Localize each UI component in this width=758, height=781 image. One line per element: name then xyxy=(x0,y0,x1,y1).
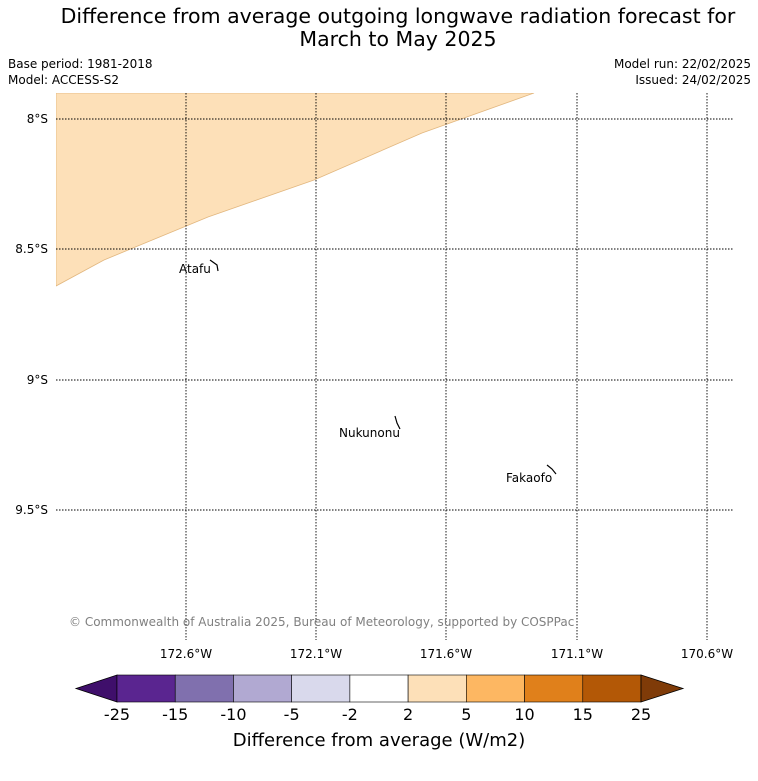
atoll-nukunonu-outline xyxy=(394,415,401,430)
place-label-nukunonu: Nukunonu xyxy=(339,426,400,440)
colorbar-segment xyxy=(349,674,409,703)
base-period: Base period: 1981-2018 xyxy=(8,57,153,71)
lat-label-8s: 8°S xyxy=(26,112,48,126)
map-canvas xyxy=(56,93,733,640)
atoll-fakaofo-outline xyxy=(546,464,557,475)
lon-label-172-1w: 172.1°W xyxy=(289,647,343,661)
meta-left: Base period: 1981-2018 Model: ACCESS-S2 xyxy=(8,56,153,88)
colorbar-segment xyxy=(524,674,584,703)
atoll-outlines xyxy=(209,259,557,475)
lat-label-9s: 9°S xyxy=(26,373,48,387)
model-name: Model: ACCESS-S2 xyxy=(8,73,120,87)
title-line-2: March to May 2025 xyxy=(299,27,497,51)
colorbar-tick-label: -2 xyxy=(341,705,358,724)
colorbar-extend-low xyxy=(74,674,118,703)
place-label-fakaofo: Fakaofo xyxy=(506,471,553,485)
lat-label-9-5s: 9.5°S xyxy=(15,503,48,517)
model-run: Model run: 22/02/2025 xyxy=(613,57,751,71)
colorbar-tick-label: 15 xyxy=(572,705,593,724)
map-title: Difference from average outgoing longwav… xyxy=(0,5,758,51)
copyright-notice: © Commonwealth of Australia 2025, Bureau… xyxy=(69,615,575,629)
graticule xyxy=(56,93,733,640)
colorbar-label: Difference from average (W/m2) xyxy=(232,730,526,751)
place-label-atafu: Atafu xyxy=(179,262,211,276)
colorbar-extend-high xyxy=(640,674,685,703)
colorbar-tick-label: -15 xyxy=(162,705,189,724)
lon-label-170-6w: 170.6°W xyxy=(680,647,734,661)
colorbar-segment xyxy=(582,674,642,703)
colorbar-tick-label: 5 xyxy=(461,705,472,724)
colorbar-segment xyxy=(466,674,525,703)
colorbar-segments xyxy=(74,674,685,703)
colorbar-segment xyxy=(291,674,351,703)
colorbar-tick-label: -25 xyxy=(103,705,131,724)
colorbar-tick-label: 25 xyxy=(630,705,652,724)
issued-date: Issued: 24/02/2025 xyxy=(635,73,751,87)
lon-label-172-6w: 172.6°W xyxy=(159,647,213,661)
colorbar-segment xyxy=(233,674,292,703)
colorbar-segment xyxy=(116,674,176,703)
colorbar-segment xyxy=(174,674,234,703)
colorbar-tick-label: 2 xyxy=(403,705,414,724)
anomaly-shaded-region xyxy=(56,93,535,287)
colorbar-tick-label: 10 xyxy=(514,705,535,724)
colorbar-tick-label: -5 xyxy=(283,705,300,724)
lon-label-171-1w: 171.1°W xyxy=(550,647,604,661)
map-panel xyxy=(56,93,733,640)
lat-label-8-5s: 8.5°S xyxy=(15,242,48,256)
atoll-atafu-outline xyxy=(209,259,219,272)
lon-label-171-6w: 171.6°W xyxy=(419,647,473,661)
title-line-1: Difference from average outgoing longwav… xyxy=(60,4,736,28)
colorbar xyxy=(74,674,685,703)
meta-right: Model run: 22/02/2025 Issued: 24/02/2025 xyxy=(614,56,751,88)
colorbar-segment xyxy=(407,674,467,703)
colorbar-tick-label: -10 xyxy=(220,705,247,724)
